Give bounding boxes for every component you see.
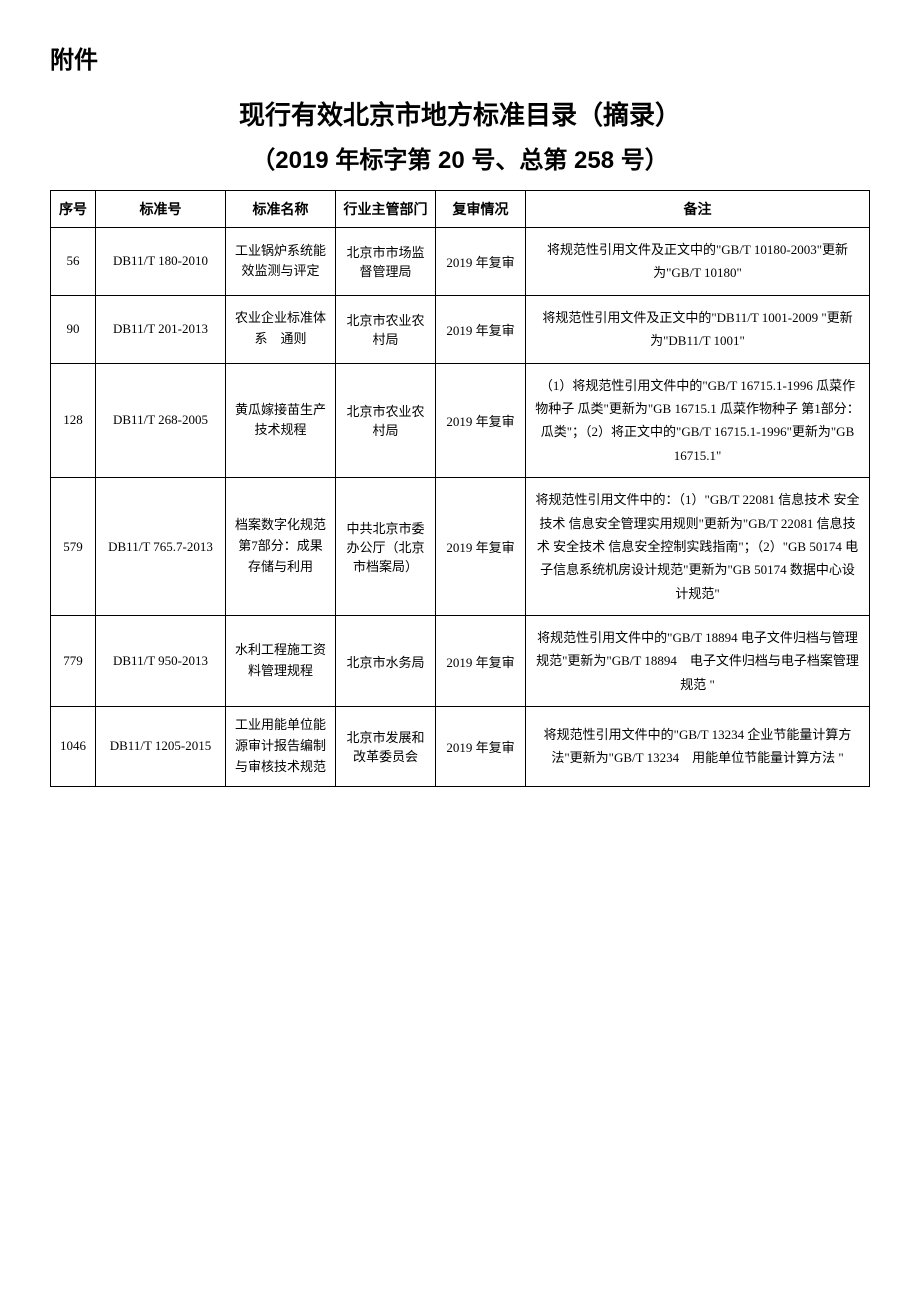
- cell-stdno: DB11/T 1205-2015: [96, 707, 226, 786]
- attachment-label: 附件: [50, 40, 870, 75]
- cell-remark: 将规范性引用文件及正文中的"DB11/T 1001-2009 "更新为"DB11…: [526, 295, 870, 363]
- cell-stdno: DB11/T 180-2010: [96, 228, 226, 296]
- cell-review: 2019 年复审: [436, 616, 526, 707]
- cell-stdno: DB11/T 201-2013: [96, 295, 226, 363]
- cell-seq: 90: [51, 295, 96, 363]
- cell-remark: 将规范性引用文件中的"GB/T 13234 企业节能量计算方法"更新为"GB/T…: [526, 707, 870, 786]
- table-row: 779 DB11/T 950-2013 水利工程施工资料管理规程 北京市水务局 …: [51, 616, 870, 707]
- cell-remark: 将规范性引用文件及正文中的"GB/T 10180-2003"更新为"GB/T 1…: [526, 228, 870, 296]
- cell-review: 2019 年复审: [436, 295, 526, 363]
- cell-review: 2019 年复审: [436, 707, 526, 786]
- cell-seq: 56: [51, 228, 96, 296]
- col-header-name: 标准名称: [226, 191, 336, 228]
- cell-name: 黄瓜嫁接苗生产技术规程: [226, 363, 336, 478]
- cell-seq: 779: [51, 616, 96, 707]
- cell-remark: 将规范性引用文件中的：（1）"GB/T 22081 信息技术 安全技术 信息安全…: [526, 478, 870, 616]
- cell-dept: 北京市市场监督管理局: [336, 228, 436, 296]
- cell-stdno: DB11/T 268-2005: [96, 363, 226, 478]
- cell-review: 2019 年复审: [436, 228, 526, 296]
- cell-name: 档案数字化规范 第7部分：成果存储与利用: [226, 478, 336, 616]
- table-row: 56 DB11/T 180-2010 工业锅炉系统能效监测与评定 北京市市场监督…: [51, 228, 870, 296]
- col-header-dept: 行业主管部门: [336, 191, 436, 228]
- cell-seq: 128: [51, 363, 96, 478]
- cell-review: 2019 年复审: [436, 363, 526, 478]
- table-row: 128 DB11/T 268-2005 黄瓜嫁接苗生产技术规程 北京市农业农村局…: [51, 363, 870, 478]
- cell-name: 农业企业标准体系 通则: [226, 295, 336, 363]
- cell-dept: 北京市发展和改革委员会: [336, 707, 436, 786]
- cell-name: 工业锅炉系统能效监测与评定: [226, 228, 336, 296]
- col-header-review: 复审情况: [436, 191, 526, 228]
- cell-dept: 北京市农业农村局: [336, 363, 436, 478]
- col-header-seq: 序号: [51, 191, 96, 228]
- table-header-row: 序号 标准号 标准名称 行业主管部门 复审情况 备注: [51, 191, 870, 228]
- cell-remark: 将规范性引用文件中的"GB/T 18894 电子文件归档与管理规范"更新为"GB…: [526, 616, 870, 707]
- col-header-stdno: 标准号: [96, 191, 226, 228]
- table-row: 1046 DB11/T 1205-2015 工业用能单位能源审计报告编制与审核技…: [51, 707, 870, 786]
- page-subtitle: （2019 年标字第 20 号、总第 258 号）: [50, 140, 870, 175]
- standards-table: 序号 标准号 标准名称 行业主管部门 复审情况 备注 56 DB11/T 180…: [50, 190, 870, 787]
- table-body: 56 DB11/T 180-2010 工业锅炉系统能效监测与评定 北京市市场监督…: [51, 228, 870, 787]
- cell-stdno: DB11/T 950-2013: [96, 616, 226, 707]
- cell-name: 工业用能单位能源审计报告编制与审核技术规范: [226, 707, 336, 786]
- cell-stdno: DB11/T 765.7-2013: [96, 478, 226, 616]
- cell-remark: （1）将规范性引用文件中的"GB/T 16715.1-1996 瓜菜作物种子 瓜…: [526, 363, 870, 478]
- page-title: 现行有效北京市地方标准目录（摘录）: [50, 95, 870, 132]
- cell-dept: 北京市水务局: [336, 616, 436, 707]
- table-row: 579 DB11/T 765.7-2013 档案数字化规范 第7部分：成果存储与…: [51, 478, 870, 616]
- col-header-remark: 备注: [526, 191, 870, 228]
- cell-review: 2019 年复审: [436, 478, 526, 616]
- cell-name: 水利工程施工资料管理规程: [226, 616, 336, 707]
- cell-dept: 中共北京市委办公厅（北京市档案局）: [336, 478, 436, 616]
- table-row: 90 DB11/T 201-2013 农业企业标准体系 通则 北京市农业农村局 …: [51, 295, 870, 363]
- cell-seq: 1046: [51, 707, 96, 786]
- cell-dept: 北京市农业农村局: [336, 295, 436, 363]
- cell-seq: 579: [51, 478, 96, 616]
